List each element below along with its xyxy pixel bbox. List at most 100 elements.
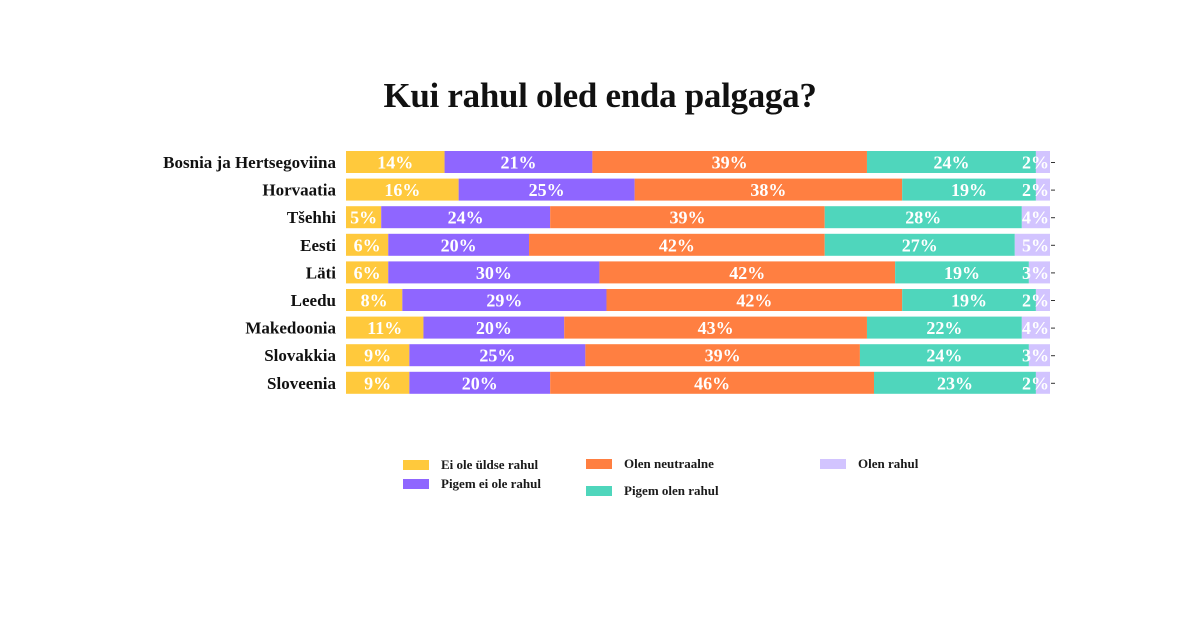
legend-item-pigem-ei-ole-rahul: Pigem ei ole rahul [403, 476, 541, 492]
data-label-lati-olen-rahul: 3% [1022, 263, 1049, 283]
bar-segment-sloveenia-ei-ole-uldse-rahul [346, 371, 410, 394]
data-label-slovakkia-olen-rahul: 3% [1022, 346, 1049, 366]
data-label-tsehhi-pigem-olen-rahul: 28% [905, 208, 941, 228]
category-label-slovakkia: Slovakkia [264, 346, 336, 365]
bar-segment-slovakkia-pigem-olen-rahul [859, 344, 1029, 367]
data-label-horvaatia-ei-ole-uldse-rahul: 16% [384, 180, 420, 200]
bar-segment-tsehhi-olen-rahul [1021, 206, 1050, 229]
data-label-bosnia-ja-hertsegoviina-pigem-olen-rahul: 24% [933, 153, 969, 173]
bar-segment-leedu-pigem-ei-ole-rahul [402, 289, 607, 311]
legend-swatch [820, 459, 846, 469]
legend-item-olen-neutraalne: Olen neutraalne [586, 456, 714, 472]
bar-segment-lati-ei-ole-uldse-rahul [346, 261, 389, 284]
data-label-bosnia-ja-hertsegoviina-ei-ole-uldse-rahul: 14% [377, 153, 413, 173]
bar-segment-eesti-olen-neutraalne [529, 233, 825, 256]
category-label-leedu: Leedu [291, 291, 336, 310]
legend-label: Ei ole üldse rahul [441, 457, 539, 472]
data-label-tsehhi-olen-neutraalne: 39% [669, 208, 705, 228]
data-label-lati-ei-ole-uldse-rahul: 6% [354, 263, 381, 283]
bar-segment-makedoonia-pigem-ei-ole-rahul [423, 316, 565, 339]
category-label-lati: Läti [306, 263, 337, 282]
data-label-leedu-olen-neutraalne: 42% [736, 291, 772, 311]
bar-segment-slovakkia-olen-neutraalne [585, 344, 860, 367]
data-label-horvaatia-olen-rahul: 2% [1022, 180, 1049, 200]
data-label-tsehhi-olen-rahul: 4% [1022, 208, 1049, 228]
bar-segment-bosnia-ja-hertsegoviina-ei-ole-uldse-rahul [346, 151, 445, 173]
bar-segment-tsehhi-pigem-olen-rahul [824, 206, 1022, 229]
bar-segment-leedu-olen-neutraalne [606, 289, 903, 311]
legend-item-ei-ole-uldse-rahul: Ei ole üldse rahul [403, 457, 538, 473]
legend-swatch [403, 479, 429, 489]
bar-segment-eesti-ei-ole-uldse-rahul [346, 233, 389, 256]
data-label-leedu-ei-ole-uldse-rahul: 8% [361, 291, 388, 311]
bar-segment-leedu-olen-rahul [1035, 289, 1050, 311]
legend-label: Pigem ei ole rahul [441, 476, 542, 491]
bar-segment-horvaatia-ei-ole-uldse-rahul [346, 178, 459, 201]
data-label-sloveenia-pigem-ei-ole-rahul: 20% [462, 373, 498, 393]
bar-segment-slovakkia-pigem-ei-ole-rahul [409, 344, 586, 367]
data-label-makedoonia-pigem-olen-rahul: 22% [926, 318, 962, 338]
bar-segment-lati-olen-rahul [1028, 261, 1050, 284]
bar-segment-tsehhi-olen-neutraalne [550, 206, 825, 229]
data-label-bosnia-ja-hertsegoviina-pigem-ei-ole-rahul: 21% [500, 153, 536, 173]
bar-segment-eesti-pigem-olen-rahul [824, 233, 1015, 256]
data-label-tsehhi-pigem-ei-ole-rahul: 24% [448, 208, 484, 228]
legend-item-olen-rahul: Olen rahul [820, 456, 918, 472]
legend-label: Olen neutraalne [624, 456, 714, 471]
bar-segment-makedoonia-pigem-olen-rahul [866, 316, 1022, 339]
data-label-makedoonia-olen-neutraalne: 43% [698, 318, 734, 338]
bar-segment-tsehhi-pigem-ei-ole-rahul [381, 206, 551, 229]
bar-segment-slovakkia-olen-rahul [1028, 344, 1050, 367]
data-label-eesti-ei-ole-uldse-rahul: 6% [354, 235, 381, 255]
bar-segment-bosnia-ja-hertsegoviina-olen-rahul [1035, 151, 1050, 173]
data-label-lati-pigem-ei-ole-rahul: 30% [476, 263, 512, 283]
bar-segment-lati-pigem-olen-rahul [895, 261, 1029, 284]
data-label-lati-pigem-olen-rahul: 19% [944, 263, 980, 283]
data-label-slovakkia-ei-ole-uldse-rahul: 9% [364, 346, 391, 366]
category-label-makedoonia: Makedoonia [245, 319, 336, 338]
legend-item-pigem-olen-rahul: Pigem olen rahul [586, 483, 719, 499]
data-label-leedu-pigem-ei-ole-rahul: 29% [486, 291, 522, 311]
data-label-lati-olen-neutraalne: 42% [729, 263, 765, 283]
category-label-sloveenia: Sloveenia [267, 374, 336, 393]
bar-segment-sloveenia-pigem-ei-ole-rahul [409, 371, 551, 394]
data-label-makedoonia-olen-rahul: 4% [1022, 318, 1049, 338]
category-label-tsehhi: Tšehhi [287, 208, 336, 227]
bar-segment-makedoonia-ei-ole-uldse-rahul [346, 316, 424, 339]
bar-segment-horvaatia-olen-rahul [1035, 178, 1050, 201]
bar-segment-sloveenia-olen-neutraalne [550, 371, 874, 394]
bar-segment-bosnia-ja-hertsegoviina-pigem-olen-rahul [866, 151, 1036, 173]
bar-segment-slovakkia-ei-ole-uldse-rahul [346, 344, 410, 367]
bar-segment-tsehhi-ei-ole-uldse-rahul [346, 206, 382, 229]
bar-segment-bosnia-ja-hertsegoviina-olen-neutraalne [592, 151, 867, 173]
legend-label: Pigem olen rahul [624, 483, 719, 498]
bar-segment-makedoonia-olen-rahul [1021, 316, 1050, 339]
category-label-eesti: Eesti [300, 236, 336, 255]
bar-segment-sloveenia-olen-rahul [1035, 371, 1050, 394]
data-label-makedoonia-ei-ole-uldse-rahul: 11% [367, 318, 402, 338]
bar-segment-makedoonia-olen-neutraalne [564, 316, 867, 339]
data-label-sloveenia-ei-ole-uldse-rahul: 9% [364, 373, 391, 393]
data-label-slovakkia-pigem-olen-rahul: 24% [926, 346, 962, 366]
data-label-slovakkia-pigem-ei-ole-rahul: 25% [479, 346, 515, 366]
bar-segment-horvaatia-pigem-ei-ole-rahul [458, 178, 635, 201]
data-label-horvaatia-pigem-ei-ole-rahul: 25% [529, 180, 565, 200]
data-label-eesti-olen-neutraalne: 42% [659, 235, 695, 255]
data-label-bosnia-ja-hertsegoviina-olen-rahul: 2% [1022, 153, 1049, 173]
bar-segment-sloveenia-pigem-olen-rahul [874, 371, 1036, 394]
bar-segment-leedu-ei-ole-uldse-rahul [346, 289, 403, 311]
data-label-makedoonia-pigem-ei-ole-rahul: 20% [476, 318, 512, 338]
data-label-slovakkia-olen-neutraalne: 39% [705, 346, 741, 366]
data-label-leedu-pigem-olen-rahul: 19% [951, 291, 987, 311]
bar-segment-eesti-olen-rahul [1014, 233, 1050, 256]
bar-segment-lati-pigem-ei-ole-rahul [388, 261, 600, 284]
bar-segment-leedu-pigem-olen-rahul [902, 289, 1036, 311]
legend-label: Olen rahul [858, 456, 919, 471]
data-label-sloveenia-olen-rahul: 2% [1022, 373, 1049, 393]
category-label-bosnia-ja-hertsegoviina: Bosnia ja Hertsegoviina [163, 153, 336, 172]
bar-segment-bosnia-ja-hertsegoviina-pigem-ei-ole-rahul [444, 151, 593, 173]
data-label-leedu-olen-rahul: 2% [1022, 291, 1049, 311]
data-label-bosnia-ja-hertsegoviina-olen-neutraalne: 39% [712, 153, 748, 173]
chart-title: Kui rahul oled enda palgaga? [383, 76, 817, 115]
